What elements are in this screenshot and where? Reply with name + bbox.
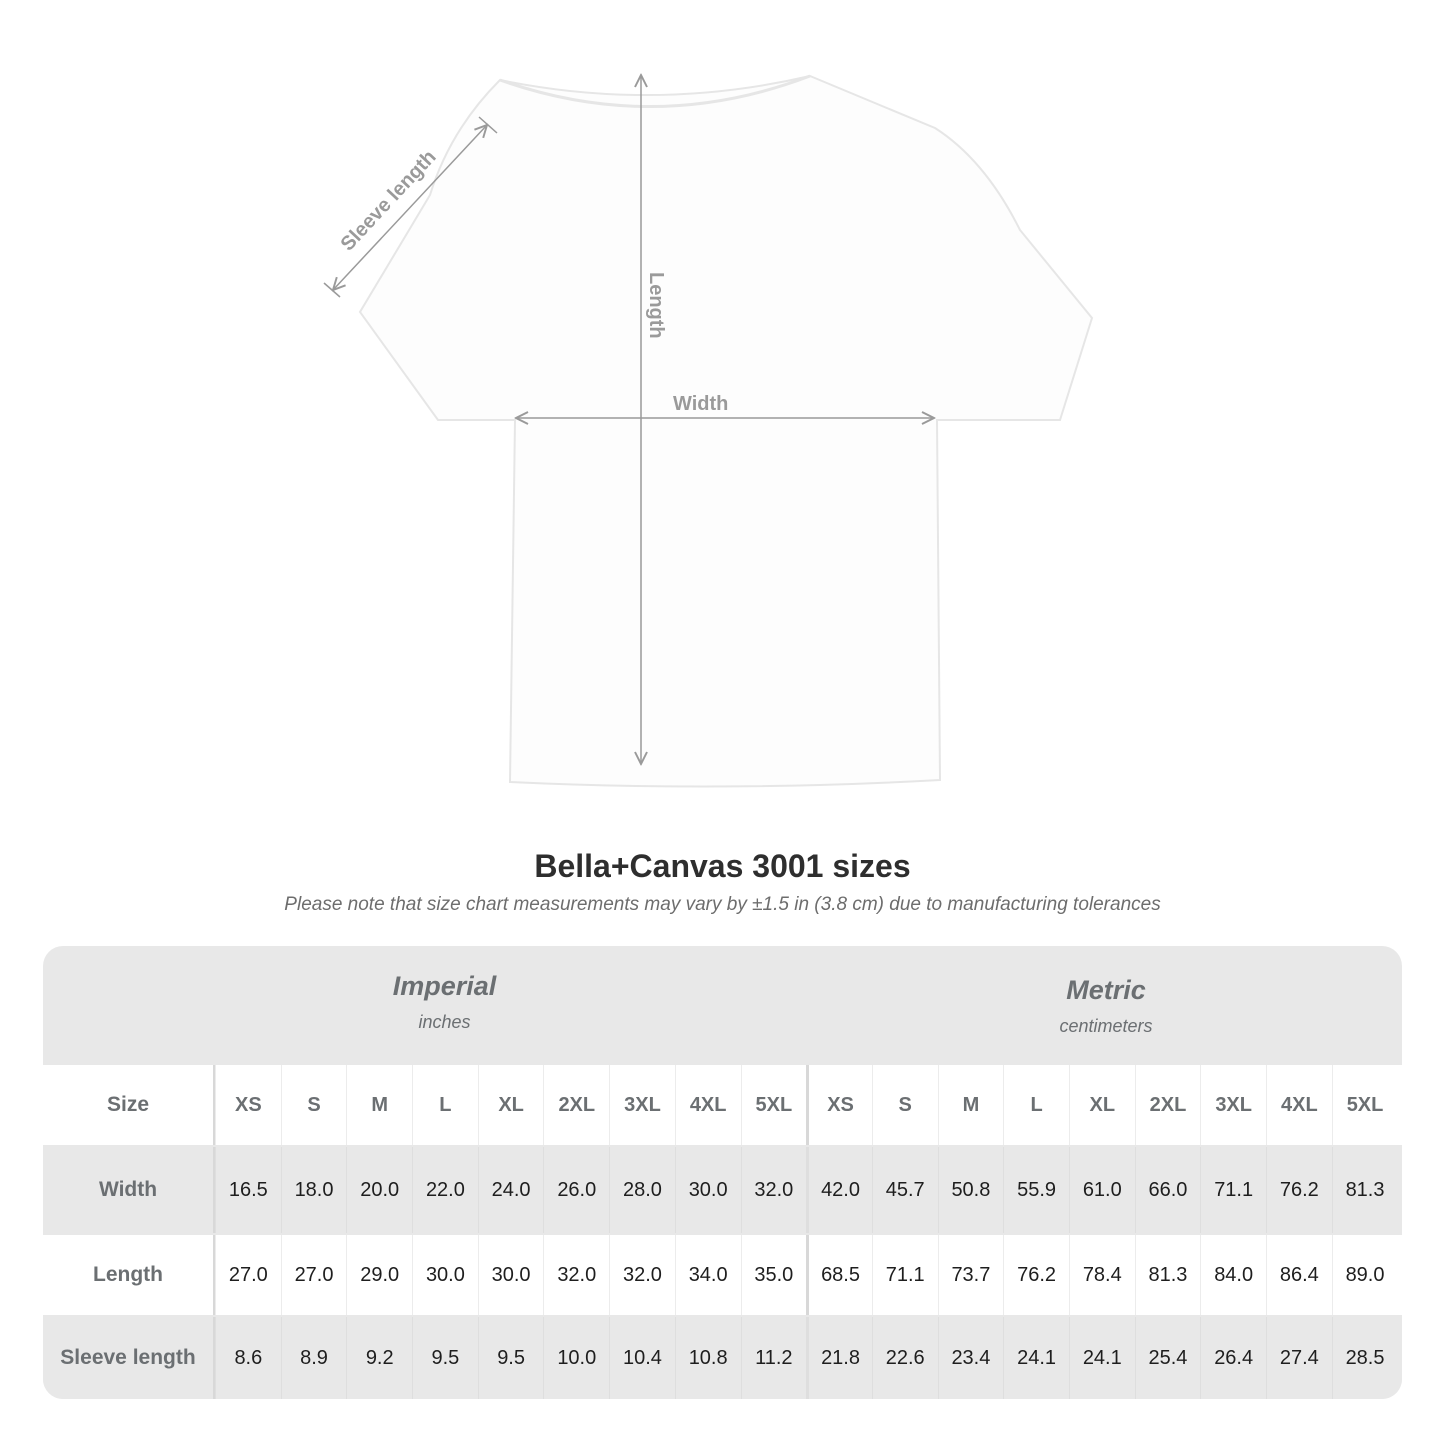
row-label: Size [43, 1065, 215, 1145]
size-header-cell: M [346, 1065, 412, 1145]
tolerance-note: Please note that size chart measurements… [284, 894, 1161, 915]
size-header-cell: 3XL [1200, 1065, 1266, 1145]
value-cell: 20.0 [346, 1147, 412, 1233]
size-header-cell: 2XL [543, 1065, 609, 1145]
imperial-header: Imperial inches [217, 946, 672, 1088]
value-cell: 81.3 [1331, 1147, 1398, 1233]
value-cell: 9.2 [346, 1317, 412, 1399]
table-row-length: Length 27.0 27.0 29.0 30.0 30.0 32.0 32.0 34.0 35… [43, 1235, 1402, 1315]
value-cell: 26.0 [543, 1147, 609, 1233]
value-cell: 29.0 [346, 1235, 412, 1315]
value-cell: 24.1 [1068, 1317, 1135, 1399]
size-table: Imperial inches Metric centimeters Size X… [43, 946, 1402, 1399]
value-cell: 76.2 [1003, 1235, 1069, 1315]
size-header-cell: L [412, 1065, 478, 1145]
value-cell: 10.4 [609, 1317, 675, 1399]
value-cell: 8.6 [215, 1317, 281, 1399]
imperial-heading: Imperial [392, 971, 497, 1001]
value-cell: 27.0 [215, 1235, 281, 1315]
row-label: Sleeve length [43, 1317, 215, 1399]
row-label: Length [43, 1235, 215, 1315]
value-cell: 32.0 [740, 1147, 807, 1233]
tshirt-diagram: Length Width Sleeve length [323, 0, 1094, 788]
value-cell: 81.3 [1134, 1235, 1201, 1315]
value-cell: 61.0 [1068, 1147, 1135, 1233]
value-cell: 11.2 [740, 1317, 807, 1399]
size-header-cell: XS [215, 1065, 281, 1145]
size-header-cell: XL [477, 1065, 544, 1145]
collar [499, 74, 811, 108]
value-cell: 32.0 [543, 1235, 609, 1315]
width-label: Width [673, 393, 728, 415]
value-cell: 26.4 [1200, 1317, 1266, 1399]
value-cell: 24.0 [477, 1147, 544, 1233]
value-cell: 28.5 [1331, 1317, 1398, 1399]
size-row: Size XS S M L XL 2XL 3XL 4XL 5XL XS S M L XL 2XL 3XL 4XL 5… [43, 1065, 1402, 1145]
value-cell: 25.4 [1134, 1317, 1201, 1399]
row-label: Width [43, 1147, 215, 1233]
value-cell: 22.6 [871, 1317, 938, 1399]
value-cell: 30.0 [674, 1147, 741, 1233]
size-header-cell: XS [806, 1065, 872, 1145]
value-cell: 24.1 [1003, 1317, 1069, 1399]
value-cell: 34.0 [674, 1235, 741, 1315]
value-cell: 50.8 [937, 1147, 1004, 1233]
value-cell: 89.0 [1331, 1235, 1398, 1315]
value-cell: 66.0 [1134, 1147, 1201, 1233]
value-cell: 23.4 [937, 1317, 1004, 1399]
value-cell: 10.8 [674, 1317, 741, 1399]
tshirt-shape [358, 74, 1094, 788]
page-title: Bella+Canvas 3001 sizes [534, 848, 911, 884]
table-row-width: Width 16.5 18.0 20.0 22.0 24.0 26.0 28.0 30.0 32.… [43, 1147, 1402, 1233]
value-cell: 84.0 [1200, 1235, 1266, 1315]
value-cell: 68.5 [806, 1235, 872, 1315]
value-cell: 86.4 [1266, 1235, 1332, 1315]
table-row-sleeve-length: Sleeve length 8.6 8.9 9.2 9.5 9.5 10.0 10.4 10.8… [43, 1317, 1402, 1399]
size-header-cell: 2XL [1134, 1065, 1201, 1145]
metric-heading: Metric [1066, 975, 1146, 1005]
size-header-cell: 3XL [609, 1065, 675, 1145]
value-cell: 78.4 [1068, 1235, 1135, 1315]
value-cell: 32.0 [609, 1235, 675, 1315]
imperial-unit: inches [418, 1012, 471, 1032]
size-header-cell: L [1003, 1065, 1069, 1145]
size-header-cell: XL [1068, 1065, 1135, 1145]
value-cell: 18.0 [280, 1147, 347, 1233]
size-header-cell: 4XL [1266, 1065, 1332, 1145]
value-cell: 76.2 [1266, 1147, 1332, 1233]
value-cell: 27.0 [280, 1235, 347, 1315]
length-label: Length [645, 272, 667, 339]
value-cell: 30.0 [412, 1235, 478, 1315]
metric-unit: centimeters [1059, 1016, 1153, 1036]
value-cell: 9.5 [412, 1317, 478, 1399]
value-cell: 42.0 [806, 1147, 872, 1233]
value-cell: 27.4 [1266, 1317, 1332, 1399]
value-cell: 9.5 [477, 1317, 544, 1399]
metric-header: Metric centimeters [810, 946, 1402, 1092]
size-header-cell: 4XL [674, 1065, 741, 1145]
size-header-cell: S [871, 1065, 938, 1145]
value-cell: 16.5 [215, 1147, 281, 1233]
value-cell: 35.0 [740, 1235, 807, 1315]
size-header-cell: 5XL [740, 1065, 807, 1145]
value-cell: 45.7 [871, 1147, 938, 1233]
value-cell: 71.1 [871, 1235, 938, 1315]
value-cell: 21.8 [806, 1317, 872, 1399]
value-cell: 8.9 [280, 1317, 347, 1399]
size-header-cell: 5XL [1331, 1065, 1398, 1145]
value-cell: 28.0 [609, 1147, 675, 1233]
size-header-cell: S [280, 1065, 347, 1145]
value-cell: 10.0 [543, 1317, 609, 1399]
value-cell: 30.0 [477, 1235, 544, 1315]
size-header-cell: M [937, 1065, 1004, 1145]
value-cell: 71.1 [1200, 1147, 1266, 1233]
value-cell: 55.9 [1003, 1147, 1069, 1233]
value-cell: 73.7 [937, 1235, 1004, 1315]
sleeve-measure-line [333, 125, 487, 290]
value-cell: 22.0 [412, 1147, 478, 1233]
